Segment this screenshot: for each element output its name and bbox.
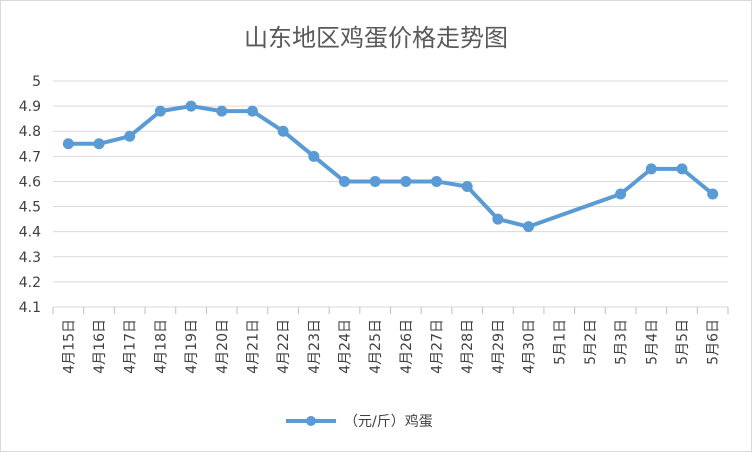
data-point-7 [277, 125, 289, 137]
x-tick-label-4: 4月19日 [184, 319, 200, 374]
data-point-21 [707, 188, 719, 200]
y-tick-label-7: 4.8 [19, 124, 41, 140]
y-tick-label-6: 4.7 [19, 149, 41, 165]
x-tick-label-1: 4月16日 [92, 319, 108, 374]
y-tick-label-1: 4.2 [19, 275, 41, 291]
y-tick-label-0: 4.1 [19, 300, 41, 316]
x-tick-label-18: 5月3日 [614, 319, 630, 365]
data-point-9 [338, 175, 350, 187]
data-point-13 [461, 180, 473, 192]
x-axis-ticks: 4月15日 4月16日 4月17日 4月18日 4月19日 4月20日 4月21日 4月22日… [52, 307, 729, 374]
data-point-20 [676, 163, 688, 175]
series-layer [62, 100, 719, 233]
x-tick-label-19: 5月4日 [644, 319, 660, 365]
legend-entry-label: （元/斤）鸡蛋 [344, 413, 433, 430]
x-tick-label-7: 4月22日 [276, 319, 292, 374]
data-point-6 [246, 105, 258, 117]
y-tick-label-2: 4.3 [19, 250, 41, 266]
x-tick-label-2: 4月17日 [123, 319, 139, 374]
x-tick-label-8: 4月23日 [307, 319, 323, 374]
data-point-1 [93, 138, 105, 150]
data-point-8 [308, 150, 320, 162]
data-point-12 [431, 175, 443, 187]
x-tick-label-6: 4月21日 [245, 319, 261, 374]
x-tick-label-14: 4月29日 [491, 319, 507, 374]
y-tick-label-3: 4.4 [19, 225, 41, 241]
x-tick-label-0: 4月15日 [61, 319, 77, 374]
data-point-2 [124, 130, 136, 142]
x-tick-label-20: 5月5日 [675, 319, 691, 365]
y-axis-ticks: 4.1 4.2 4.3 4.4 4.5 4.6 4.7 4.8 4.9 5 [19, 74, 41, 316]
x-tick-label-3: 4月18日 [153, 319, 169, 374]
data-point-4 [185, 100, 197, 112]
data-point-15 [523, 221, 535, 233]
series-line-0 [66, 104, 715, 229]
data-point-19 [645, 163, 657, 175]
x-tick-label-13: 4月28日 [460, 319, 476, 374]
data-point-11 [400, 175, 412, 187]
legend: （元/斤）鸡蛋 [286, 413, 433, 430]
x-tick-label-21: 5月6日 [706, 319, 722, 365]
data-point-3 [154, 105, 166, 117]
x-tick-label-9: 4月24日 [337, 319, 353, 374]
chart-title: 山东地区鸡蛋价格走势图 [244, 24, 508, 52]
x-tick-label-5: 4月20日 [215, 319, 231, 374]
data-point-10 [369, 175, 381, 187]
y-tick-label-4: 4.5 [19, 200, 41, 216]
x-tick-label-16: 5月1日 [552, 319, 568, 365]
y-tick-label-9: 5 [32, 74, 41, 90]
y-tick-label-5: 4.6 [19, 174, 41, 190]
x-tick-label-10: 4月25日 [368, 319, 384, 374]
y-tick-label-8: 4.9 [19, 99, 41, 115]
legend-marker-swatch [306, 416, 316, 426]
data-point-18 [615, 188, 627, 200]
x-tick-label-17: 5月2日 [583, 319, 599, 365]
data-point-14 [492, 213, 504, 225]
data-point-0 [62, 138, 74, 150]
x-tick-label-11: 4月26日 [399, 319, 415, 374]
x-tick-label-15: 4月30日 [522, 319, 538, 374]
x-tick-label-12: 4月27日 [430, 319, 446, 374]
data-point-5 [216, 105, 228, 117]
